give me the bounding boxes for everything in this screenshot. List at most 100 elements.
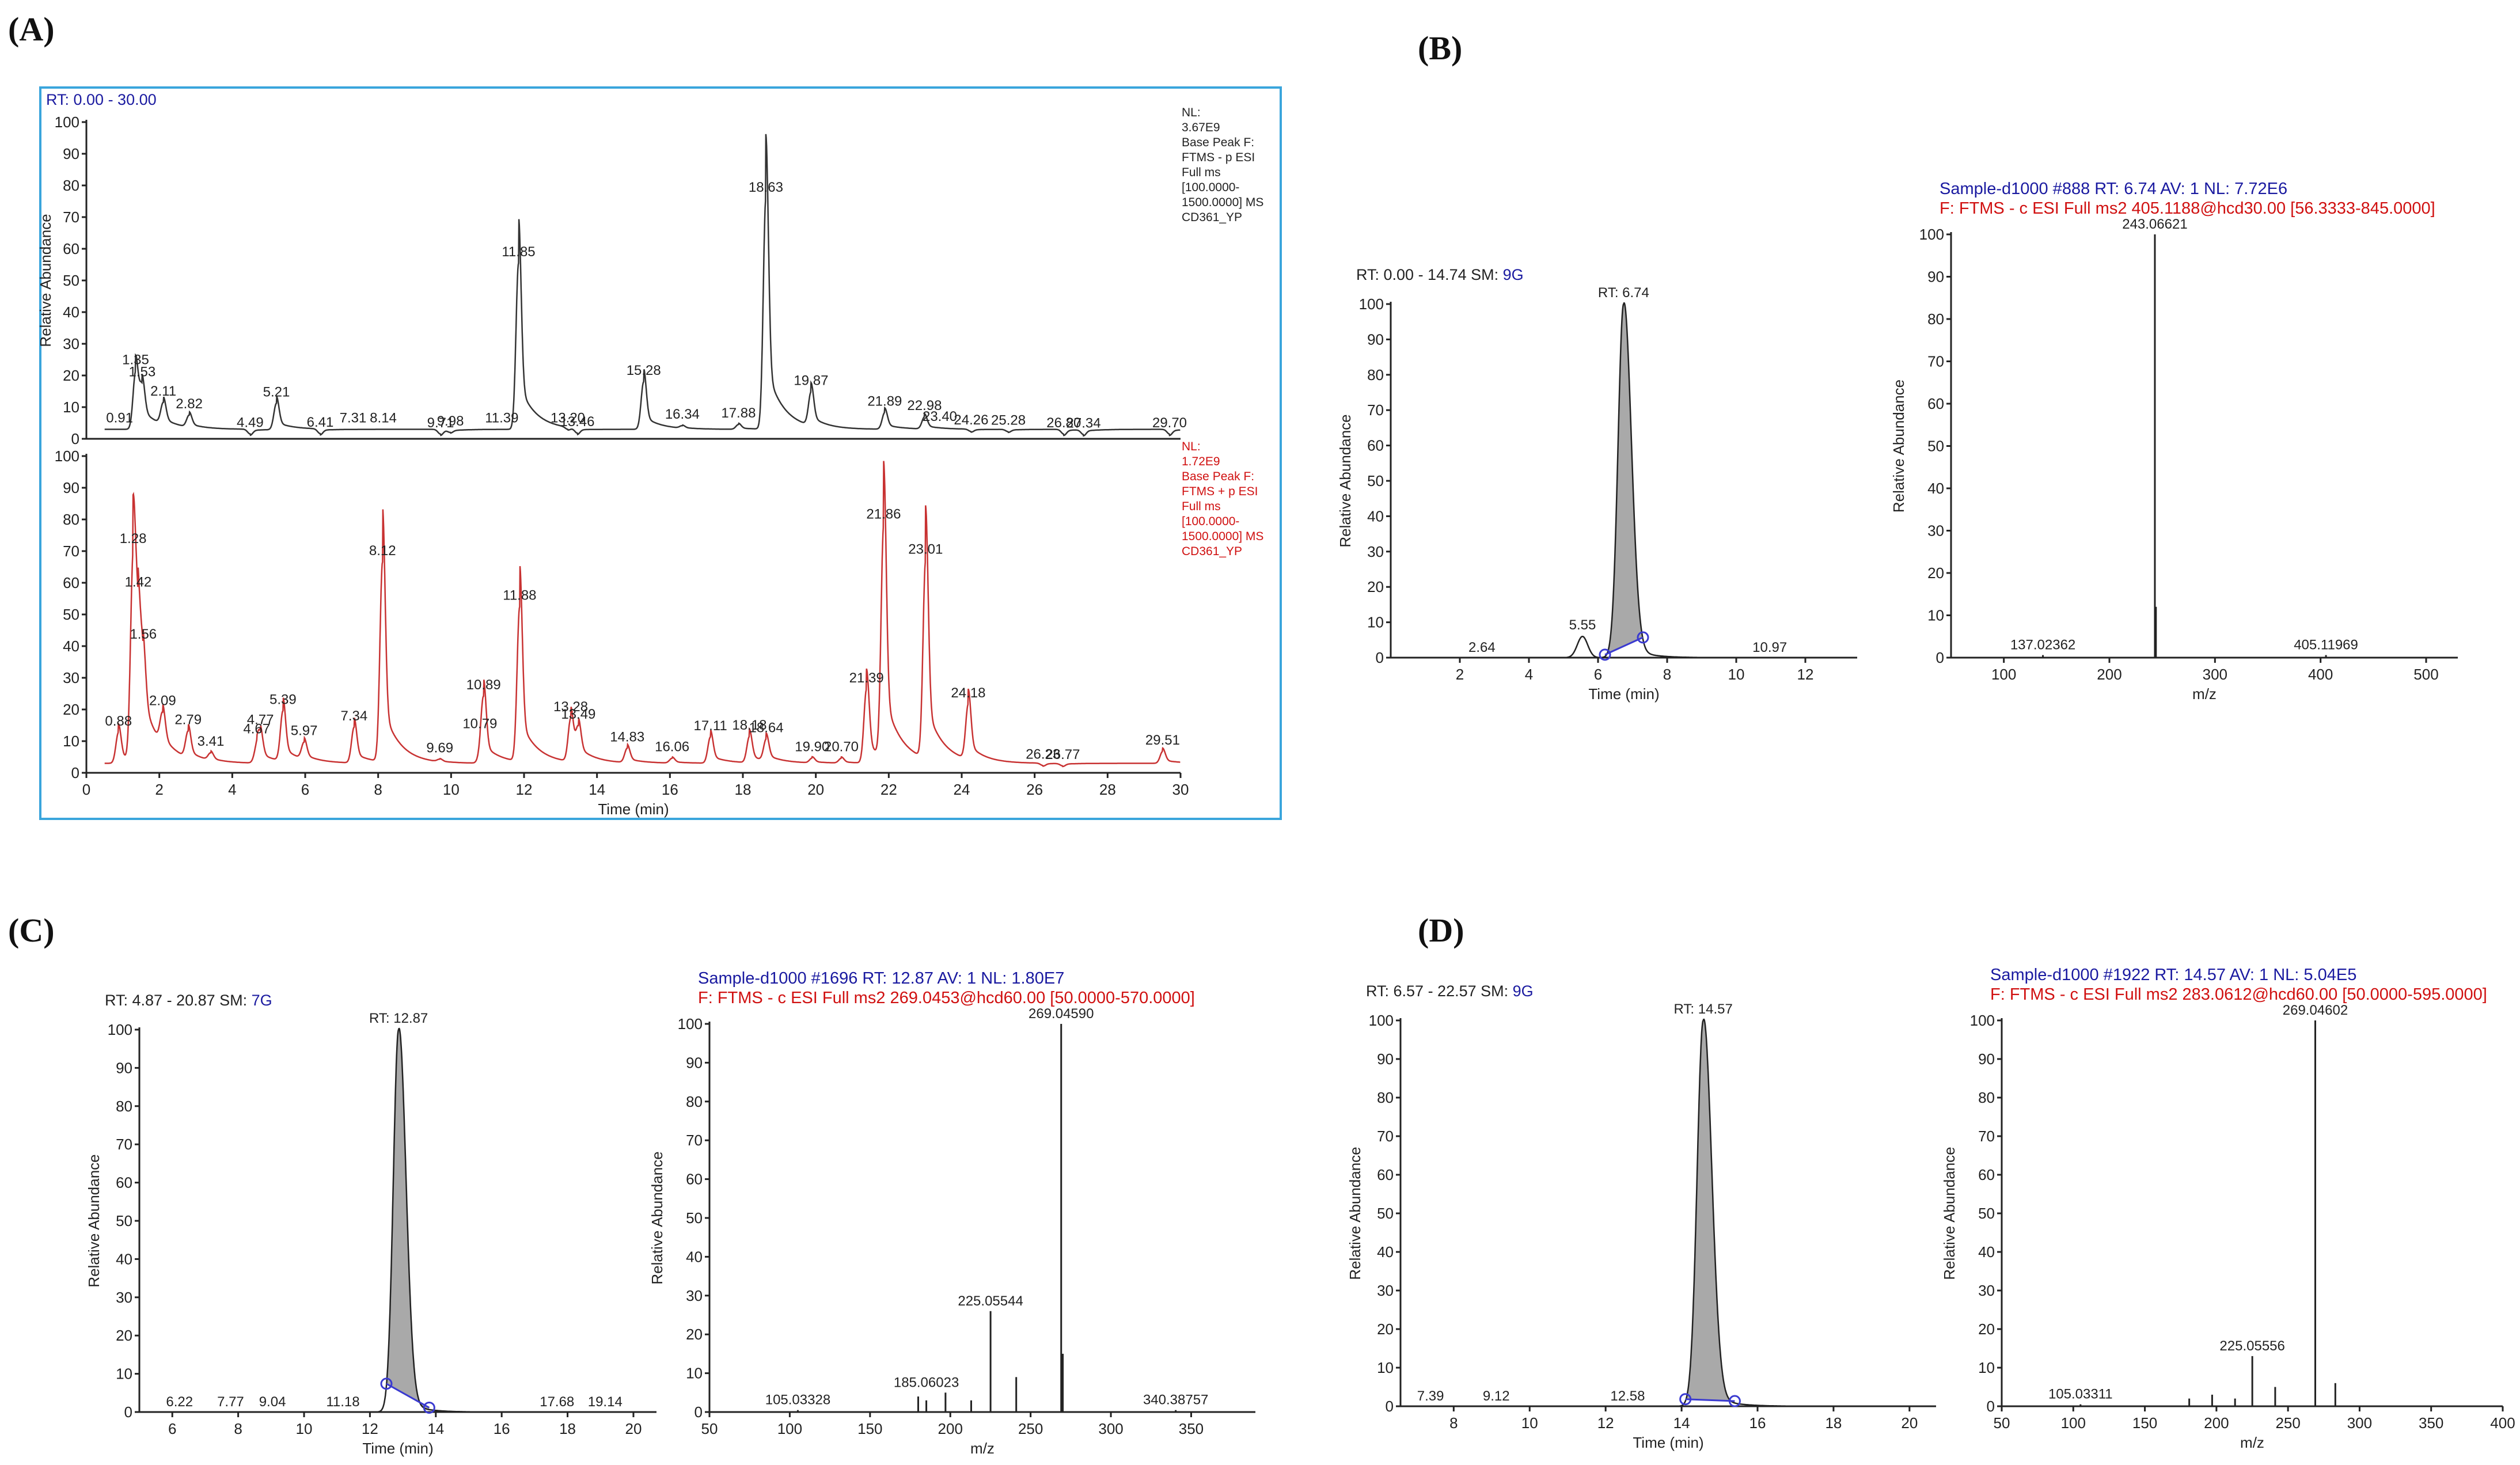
d-spec-x-tick-label: 400 [2490, 1414, 2515, 1432]
a-top-info-line: Base Peak F: [1182, 136, 1254, 149]
d-spec-peak-label: 269.04602 [2283, 1003, 2348, 1018]
a-bottom-y-tick-label: 60 [63, 574, 79, 591]
b-spec-y-tick-label: 50 [1927, 438, 1944, 455]
a-top-peak-label: 29.70 [1152, 415, 1187, 431]
a-top-peak-label: 11.85 [502, 244, 535, 260]
c-spec-header: Sample-d1000 #1696 RT: 12.87 AV: 1 NL: 1… [698, 969, 1064, 988]
a-top-peak-label: 1.53 [129, 365, 156, 380]
a-top-y-tick-label: 70 [63, 208, 79, 226]
c-spec-y-tick-label: 0 [694, 1403, 703, 1421]
b-spec-x-tick-label: 300 [2203, 666, 2227, 683]
a-bottom-info-line: 1.72E9 [1182, 455, 1220, 468]
c-chrom-floor-label: 9.04 [259, 1394, 286, 1410]
b-chrom-integration-start-marker [1599, 648, 1611, 661]
d-chrom-floor-label: 7.39 [1417, 1388, 1444, 1404]
c-spec-y-axis-label: Relative Abundance [648, 1151, 666, 1284]
panel-label-a: (A) [8, 10, 55, 48]
a-top-y-tick-label: 100 [55, 113, 79, 131]
d-chrom-y-tick-label: 100 [1369, 1012, 1394, 1029]
d-spec-peak-label: 225.05556 [2219, 1338, 2284, 1354]
c-chrom-integration-baseline [386, 1383, 430, 1409]
c-chrom-y-tick-label: 0 [124, 1403, 132, 1421]
a-top-peak-label: 23.40 [923, 409, 957, 424]
d-chrom-integration-baseline [1685, 1398, 1735, 1402]
a-top-range-label: RT: 0.00 - 30.00 [46, 91, 157, 108]
a-bottom-info-line: [100.0000- [1182, 515, 1239, 528]
c-spec-y-tick-label: 80 [686, 1093, 703, 1110]
a-bottom-peak-label: 18.64 [749, 720, 784, 735]
b-spec-scan-filter: F: FTMS - c ESI Full ms2 405.1188@hcd30.… [1940, 199, 2435, 218]
a-bottom-peak-label: 9.69 [426, 740, 453, 756]
a-top-peak-label: 18.63 [749, 180, 783, 195]
d-spec-y-tick-label: 100 [1970, 1012, 1995, 1029]
b-spec-peak-label: 405.11969 [2294, 637, 2358, 653]
c-chrom-y-axis-label: Relative Abundance [85, 1154, 103, 1287]
d-chrom-y-tick-label: 50 [1377, 1205, 1394, 1222]
d-chrom-header-segment: SM: [1477, 982, 1513, 1000]
c-spec-header-segment: 12.87 [891, 969, 933, 988]
a-top-peak-label: 2.11 [150, 384, 176, 399]
a-top-peak-label: 24.26 [954, 412, 988, 428]
a-bottom-peak-label: 13.49 [561, 707, 595, 722]
b-chrom-floor-label: 2.64 [1468, 640, 1496, 655]
c-spec-peak-label: 269.04590 [1029, 1006, 1094, 1022]
d-spec-y-tick-label: 50 [1978, 1205, 1995, 1222]
c-spec-y-tick-label: 90 [686, 1054, 703, 1071]
c-chrom-y-tick-label: 60 [116, 1174, 132, 1191]
a-bottom-y-tick-label: 80 [63, 511, 79, 528]
b-chrom-y-tick-label: 60 [1367, 437, 1384, 454]
d-spec-y-tick-label: 70 [1978, 1128, 1995, 1145]
b-spec-peak-label: 243.06621 [2122, 217, 2187, 232]
a-bottom-peak-label: 7.34 [341, 708, 368, 724]
d-chrom-x-tick-label: 14 [1673, 1414, 1690, 1432]
d-spec-y-tick-label: 10 [1978, 1359, 1995, 1376]
a-bottom-peak-label: 10.89 [466, 677, 501, 693]
a-bottom-y-tick-label: 0 [71, 764, 79, 781]
c-spec-peak-label: 185.06023 [894, 1375, 959, 1390]
c-spec-peak-label: 340.38757 [1143, 1392, 1208, 1408]
a-bottom-x-tick-label: 2 [155, 781, 163, 798]
b-chrom-x-tick-label: 12 [1797, 666, 1814, 683]
b-chrom-header-segment: RT: 0.00 - 14.74 [1356, 266, 1467, 283]
a-top-info-line: FTMS - p ESI [1182, 151, 1255, 164]
a-bottom-peak-label: 23.01 [908, 541, 943, 557]
c-chrom-header-segment: RT: 4.87 - 20.87 [105, 992, 215, 1009]
b-chrom-integration-baseline [1604, 636, 1644, 656]
b-spec-header-segment: 6.74 [2124, 180, 2156, 198]
c-chrom-y-tick-label: 40 [116, 1250, 132, 1267]
c-spec-x-tick-label: 300 [1098, 1420, 1123, 1437]
d-spec-x-tick-label: 200 [2204, 1414, 2229, 1432]
a-top-y-tick-label: 10 [63, 398, 79, 416]
a-bottom-info-line: 1500.0000] MS [1182, 530, 1263, 543]
c-chrom-x-tick-label: 12 [362, 1420, 378, 1437]
d-spec-header-segment: NL: [2268, 966, 2303, 984]
d-chrom-integration-start-marker [1679, 1393, 1692, 1406]
c-spec-x-tick-label: 150 [857, 1420, 882, 1437]
b-spec-y-tick-label: 80 [1927, 310, 1944, 328]
a-bottom-x-tick-label: 8 [374, 781, 382, 798]
b-chrom-minor-peak-label: 5.55 [1569, 617, 1596, 633]
b-chrom-integration-end-marker [1637, 631, 1649, 644]
b-spec-header-segment: Sample-d1000 #888 RT: [1940, 180, 2124, 198]
c-chrom-trace [141, 1027, 655, 1413]
c-chrom-integration-end-marker [423, 1401, 435, 1414]
a-bottom-y-tick-label: 50 [63, 606, 79, 623]
b-spec-x-tick-label: 100 [1991, 666, 2016, 683]
a-bottom-peak-label: 4.67 [243, 721, 270, 737]
c-spec-x-axis-label: m/z [970, 1440, 995, 1457]
d-chrom-trace [1402, 1018, 1934, 1407]
a-bottom-peak-label: 0.88 [105, 713, 132, 729]
a-top-peak-label: 4.49 [237, 415, 264, 431]
b-spec-y-tick-label: 60 [1927, 395, 1944, 412]
b-chrom-y-tick-label: 100 [1359, 295, 1384, 313]
d-chrom-floor-label: 12.58 [1610, 1388, 1645, 1404]
c-chrom-header: RT: 4.87 - 20.87 SM: 7G [105, 992, 272, 1009]
a-bottom-x-tick-label: 18 [735, 781, 752, 798]
d-chrom-y-tick-label: 60 [1377, 1166, 1394, 1183]
c-chrom-y-tick-label: 90 [116, 1059, 132, 1076]
b-chrom-floor-label: 10.97 [1752, 640, 1787, 655]
d-spec-x-tick-label: 350 [2419, 1414, 2443, 1432]
b-spec-x-tick-label: 200 [2097, 666, 2121, 683]
c-chrom-y-tick-label: 80 [116, 1098, 132, 1115]
